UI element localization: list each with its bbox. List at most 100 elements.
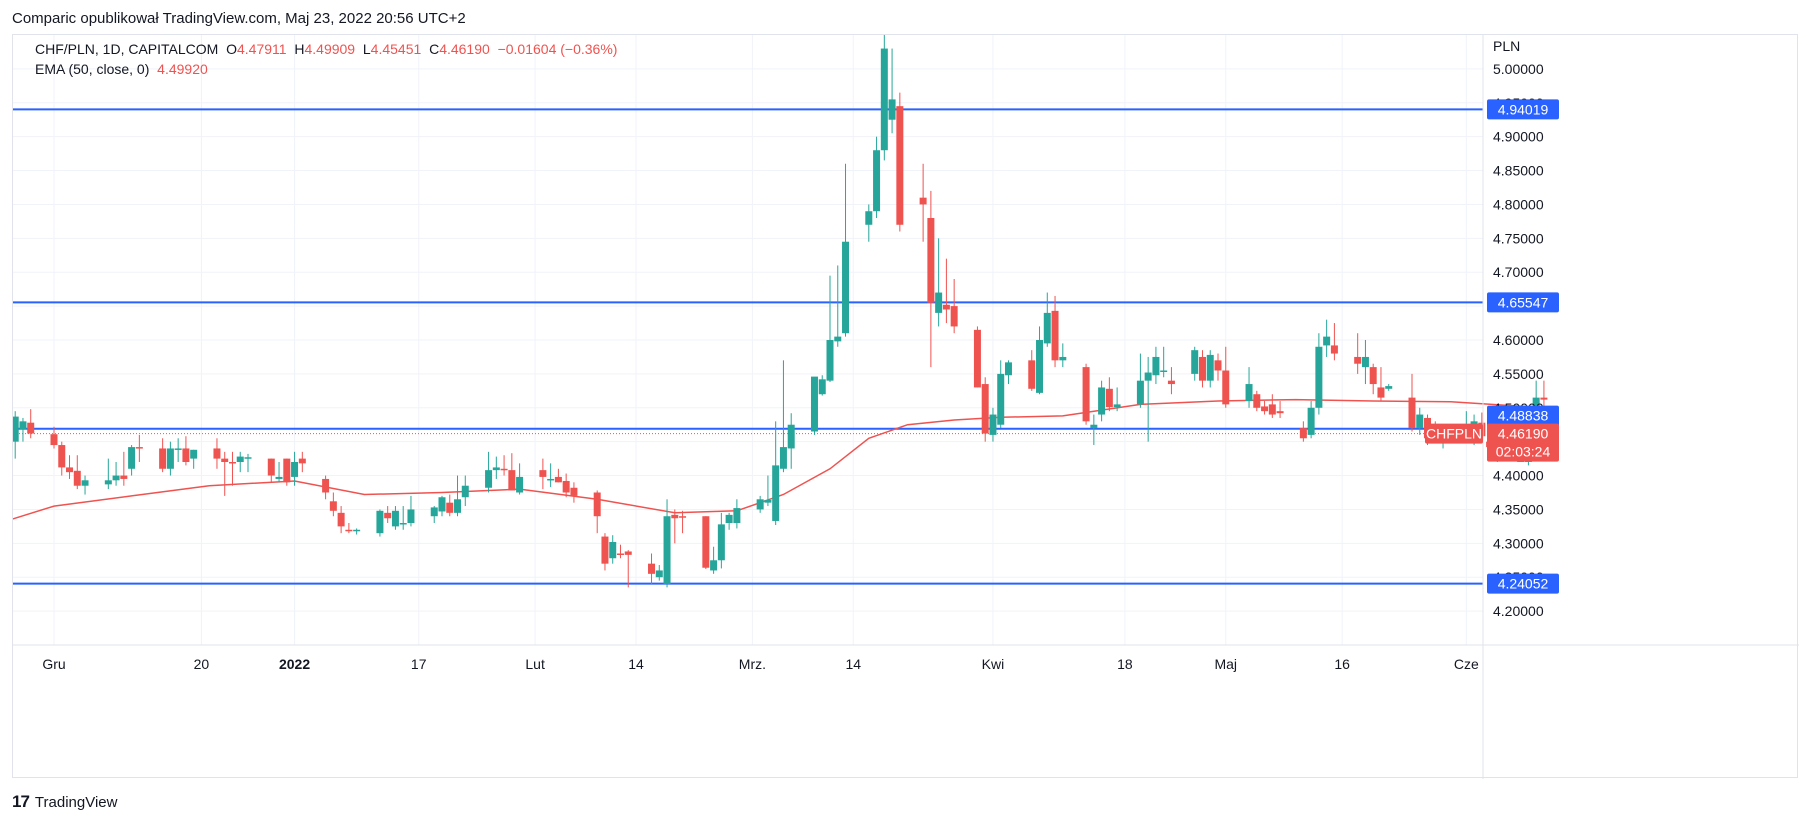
currency-label: PLN xyxy=(1493,38,1520,54)
candle-body xyxy=(298,458,306,464)
candle-body xyxy=(283,458,291,483)
candle-body xyxy=(81,480,89,486)
candle-body xyxy=(1253,394,1261,408)
candle-body xyxy=(1206,354,1214,381)
candle-body xyxy=(1540,397,1548,400)
candle-body xyxy=(1330,345,1338,354)
candle-body xyxy=(1377,387,1385,398)
candle-body xyxy=(275,476,283,479)
high-label: H xyxy=(294,41,305,57)
candle-body xyxy=(291,462,299,477)
candle-body xyxy=(1222,370,1230,405)
candle-body xyxy=(1369,367,1377,385)
candle-body xyxy=(865,211,873,225)
candle-body xyxy=(228,462,236,464)
candle-body xyxy=(733,508,741,523)
candle-body xyxy=(1198,356,1206,381)
ema-label: EMA (50, close, 0) xyxy=(35,61,150,77)
high-value: 4.49909 xyxy=(304,41,356,57)
bar-countdown: 02:03:24 xyxy=(1496,444,1551,460)
candle-body xyxy=(391,510,399,527)
x-tick-label: 14 xyxy=(845,656,861,672)
candle-body xyxy=(213,448,221,459)
candle-body xyxy=(120,475,128,479)
symbol-tag-bg xyxy=(1425,423,1483,444)
candle-body xyxy=(13,416,19,442)
candle-body xyxy=(997,373,1005,425)
ema-line xyxy=(13,398,1552,520)
candle-body xyxy=(500,468,508,471)
candle-body xyxy=(601,536,609,564)
price-chart[interactable]: 4.200004.250004.300004.350004.400004.450… xyxy=(13,35,1799,779)
level-price-tag-bg xyxy=(1487,573,1559,594)
y-tick-label: 4.80000 xyxy=(1493,196,1544,212)
candle-body xyxy=(725,514,733,523)
candle-body xyxy=(818,379,826,395)
candle-body xyxy=(485,470,493,488)
candle-body xyxy=(919,197,927,205)
symbol-legend: CHF/PLN, 1D, CAPITALCOM O4.47911 H4.4990… xyxy=(35,41,617,57)
candle-body xyxy=(624,551,632,555)
last-price-tag: 4.46190 xyxy=(1498,426,1549,442)
candle-body xyxy=(873,150,881,212)
candle-body xyxy=(516,476,524,493)
candle-body xyxy=(826,340,834,381)
candle-body xyxy=(112,475,120,481)
candle-body xyxy=(950,306,958,327)
candle-body xyxy=(407,509,415,523)
x-tick-label: 17 xyxy=(411,656,427,672)
candle-body xyxy=(19,421,27,430)
candle-body xyxy=(166,448,174,469)
footer-branding[interactable]: 17 TradingView xyxy=(12,792,117,812)
y-tick-label: 4.20000 xyxy=(1493,603,1544,619)
candle-body xyxy=(399,523,407,525)
candle-body xyxy=(1191,350,1199,374)
candle-body xyxy=(1268,404,1276,415)
ema-value: 4.49920 xyxy=(157,61,208,77)
chart-frame[interactable]: 4.200004.250004.300004.350004.400004.450… xyxy=(12,34,1799,779)
candle-body xyxy=(430,507,438,517)
candle-body xyxy=(1136,380,1144,405)
candle-body xyxy=(66,467,74,473)
symbol-tag: CHFPLN xyxy=(1426,426,1482,442)
marker-price-tag: 4.48838 xyxy=(1498,408,1549,424)
candle-body xyxy=(593,492,601,517)
candle-body xyxy=(880,48,888,151)
y-tick-label: 4.60000 xyxy=(1493,332,1544,348)
candle-body xyxy=(1307,407,1315,435)
candle-body xyxy=(461,485,469,498)
candle-body xyxy=(174,448,182,450)
candle-body xyxy=(554,476,562,483)
candle-body xyxy=(663,516,671,584)
candle-body xyxy=(1261,406,1269,412)
candle-body xyxy=(1028,360,1036,389)
open-label: O xyxy=(226,41,237,57)
tradingview-logo-icon: 17 xyxy=(12,792,30,811)
candle-body xyxy=(1385,386,1393,389)
candle-body xyxy=(896,106,904,225)
candle-body xyxy=(989,414,997,435)
x-tick-label: Mrz. xyxy=(739,656,766,672)
candle-body xyxy=(1361,356,1369,368)
symbol-name: CHF/PLN, 1D, CAPITALCOM xyxy=(35,41,219,57)
x-tick-label: Kwi xyxy=(982,656,1005,672)
candle-body xyxy=(702,516,710,568)
publication-header: Comparic opublikował TradingView.com, Ma… xyxy=(12,10,466,27)
candle-body xyxy=(1105,388,1113,408)
candle-body xyxy=(973,329,981,388)
candle-body xyxy=(454,499,462,513)
change-value: −0.01604 (−0.36%) xyxy=(497,41,618,57)
candle-body xyxy=(1051,310,1059,361)
candle-body xyxy=(1004,362,1012,376)
candle-body xyxy=(27,422,35,434)
candle-body xyxy=(1299,428,1307,439)
close-value: 4.46190 xyxy=(439,41,490,57)
candle-body xyxy=(322,478,330,493)
x-tick-label: 18 xyxy=(1117,656,1133,672)
candle-body xyxy=(508,470,516,491)
y-tick-label: 4.90000 xyxy=(1493,129,1544,145)
candle-body xyxy=(267,458,275,476)
candle-body xyxy=(438,497,446,512)
candle-body xyxy=(1152,356,1160,376)
candle-body xyxy=(182,448,190,462)
